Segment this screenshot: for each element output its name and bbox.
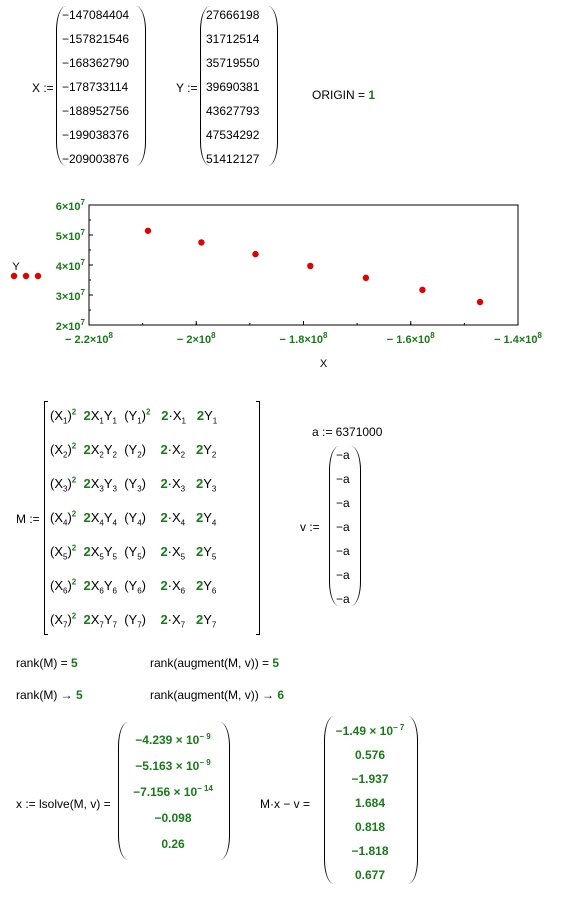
y-label: Y := (176, 81, 198, 95)
m-label: M := (16, 512, 40, 526)
rank-m-numeric: rank(M) = 5 (16, 656, 78, 670)
y-tick-label: 2×107 (56, 318, 86, 333)
v-value: −a (336, 568, 350, 582)
legend-marker (22, 272, 30, 280)
x-tick-label: − 2×108 (177, 331, 216, 346)
y-value: 47534292 (206, 128, 260, 142)
data-point (476, 298, 484, 306)
y-value: 27666198 (206, 8, 260, 22)
x-value: −188952756 (62, 104, 130, 118)
origin-setting: ORIGIN = 1 (312, 88, 376, 102)
rank-m-symbolic: rank(M) → 5 (16, 688, 83, 702)
v-vector (329, 446, 361, 606)
v-value: −a (336, 520, 350, 534)
matrix-m-row: (X3)2 2X3Y3 (Y3) 2·X3 2Y3 (50, 475, 217, 494)
x-tick-label: − 2.2×108 (65, 331, 113, 346)
x-value: −157821546 (62, 32, 130, 46)
data-point (362, 274, 370, 282)
y-axis-label: Y (12, 261, 20, 273)
matrix-m-row: (X7)2 2X7Y7 (Y7) 2·X7 2Y7 (50, 611, 217, 630)
matrix-m-row: (X6)2 2X6Y6 (Y6) 2·X6 2Y6 (50, 577, 217, 596)
y-tick-label: 4×107 (56, 258, 86, 273)
matrix-m-row: (X1)2 2X1Y1 (Y1)2 2·X1 2Y1 (50, 407, 218, 426)
data-point (252, 250, 259, 258)
x-tick-label: − 1.4×108 (494, 331, 542, 346)
x-axis-label: X (320, 358, 328, 370)
v-value: −a (336, 496, 350, 510)
rank-augment-numeric: rank(augment(M, v)) = 5 (150, 656, 280, 670)
v-value: −a (336, 472, 350, 486)
matrix-m-row: (X2)2 2X2Y2 (Y2) 2·X2 2Y2 (50, 441, 217, 460)
y-value: 39690381 (206, 80, 260, 94)
scatter-plot: − 2.2×108 − 2×108 − 1.8×108 − 1.6×108 − 1.4×… (10, 198, 542, 370)
x-value: −178733114 (62, 80, 129, 94)
y-tick-label: 5×107 (56, 228, 86, 243)
v-value: −a (336, 544, 350, 558)
data-point (419, 286, 426, 294)
x-label: X := (32, 81, 54, 95)
y-value: 43627793 (206, 104, 260, 118)
y-value: 51412127 (206, 152, 260, 166)
y-value: 35719550 (206, 56, 260, 70)
v-value: −a (336, 592, 350, 606)
y-vector (200, 6, 278, 166)
y-tick-label: 6×107 (56, 198, 86, 213)
matrix-m (44, 401, 260, 635)
rank-augment-symbolic: rank(augment(M, v)) → 6 (150, 688, 285, 702)
data-point (144, 227, 152, 234)
data-point (307, 262, 314, 270)
x-tick-label: − 1.8×108 (280, 331, 328, 346)
matrix-m-row: (X5)2 2X5Y5 (Y5) 2·X5 2Y5 (50, 543, 217, 562)
x-value: −168362790 (62, 56, 130, 70)
x-vector (56, 6, 146, 166)
legend-marker (34, 272, 42, 280)
data-point (198, 239, 205, 246)
legend-marker (10, 272, 18, 280)
residual-vector (324, 716, 418, 884)
lsolve-label: x := lsolve(M, v) = (16, 797, 111, 811)
x-value: −199038376 (62, 128, 130, 142)
y-tick-label: 3×107 (56, 288, 86, 303)
x-value: −209003876 (62, 152, 130, 166)
lsolve-vector (118, 722, 230, 860)
v-value: −a (336, 448, 350, 462)
x-value: −147084404 (62, 8, 130, 22)
residual-label: M·x − v = (260, 797, 311, 811)
plot-frame (88, 204, 519, 326)
v-label: v := (300, 520, 320, 534)
x-tick-label: − 1.6×108 (387, 331, 435, 346)
a-definition: a := 6371000 (312, 425, 383, 439)
matrix-m-row: (X4)2 2X4Y4 (Y4) 2·X4 2Y4 (50, 509, 217, 528)
y-value: 31712514 (206, 32, 260, 46)
